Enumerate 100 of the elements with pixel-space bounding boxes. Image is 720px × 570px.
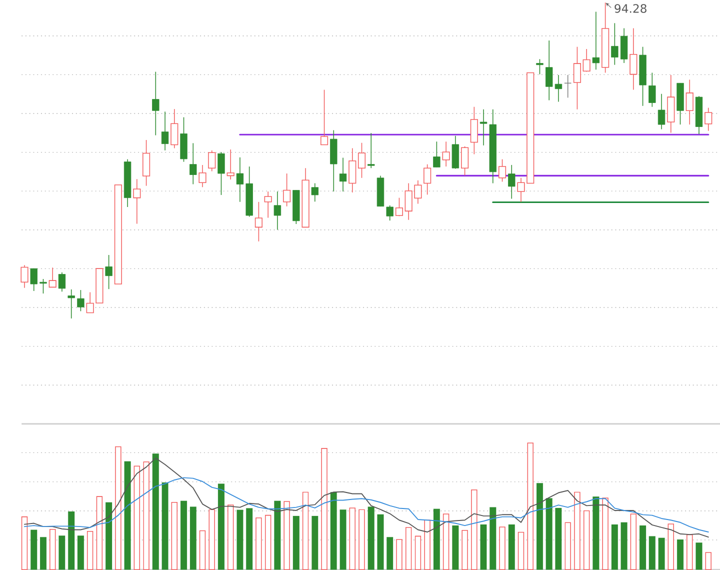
candlestick bbox=[611, 22, 618, 66]
bar bbox=[106, 502, 112, 570]
candlestick bbox=[358, 142, 366, 178]
bar bbox=[480, 524, 487, 570]
candlestick bbox=[198, 164, 206, 188]
bar bbox=[246, 508, 253, 570]
bar bbox=[358, 509, 365, 570]
candlestick bbox=[190, 142, 197, 184]
candlestick bbox=[77, 289, 84, 312]
candlestick bbox=[30, 268, 38, 292]
candlestick bbox=[546, 40, 553, 100]
candlestick bbox=[498, 158, 506, 182]
candlestick bbox=[573, 46, 581, 110]
candlestick bbox=[658, 93, 666, 130]
candlestick bbox=[339, 157, 347, 192]
candlestick bbox=[536, 58, 544, 75]
candlestick bbox=[20, 264, 28, 288]
candlestick bbox=[424, 164, 432, 195]
bar bbox=[462, 530, 468, 570]
candlestick bbox=[311, 182, 318, 202]
bar bbox=[236, 510, 244, 570]
candlestick bbox=[508, 164, 516, 199]
candlestick bbox=[395, 197, 404, 216]
bar bbox=[30, 530, 38, 570]
bar bbox=[546, 498, 552, 570]
bar bbox=[58, 535, 66, 570]
candlestick bbox=[630, 28, 638, 90]
candlestick bbox=[236, 156, 244, 202]
bar bbox=[40, 536, 46, 570]
bar bbox=[490, 506, 496, 570]
candlestick bbox=[274, 190, 282, 230]
candlestick bbox=[161, 111, 169, 151]
candlestick bbox=[254, 201, 262, 242]
bar bbox=[86, 530, 94, 570]
bar bbox=[536, 482, 543, 570]
candlestick bbox=[283, 172, 291, 207]
candlestick bbox=[142, 139, 150, 186]
candlestick bbox=[592, 11, 600, 70]
candlestick bbox=[461, 146, 469, 176]
bar bbox=[414, 536, 422, 570]
candlestick bbox=[442, 141, 450, 167]
candlestick bbox=[348, 148, 356, 193]
candlestick bbox=[58, 272, 66, 292]
bar bbox=[180, 500, 188, 570]
candlestick bbox=[433, 141, 440, 168]
candlestick bbox=[386, 204, 394, 221]
candlestick bbox=[48, 267, 56, 288]
bar bbox=[218, 484, 224, 570]
candlestick bbox=[264, 190, 272, 218]
bar bbox=[648, 536, 656, 570]
bar bbox=[508, 524, 515, 570]
candlestick bbox=[480, 108, 488, 146]
annotation: 94.28 bbox=[614, 4, 646, 13]
bar bbox=[162, 482, 168, 570]
candlestick bbox=[152, 71, 160, 136]
candlestick bbox=[133, 178, 141, 224]
candlestick bbox=[218, 151, 225, 196]
candlestick bbox=[620, 28, 628, 64]
candlestick bbox=[704, 107, 712, 132]
bar bbox=[77, 535, 84, 570]
bar bbox=[312, 516, 318, 570]
candlestick bbox=[208, 150, 216, 172]
candlestick bbox=[554, 74, 562, 102]
candlestick bbox=[470, 106, 478, 154]
bar bbox=[256, 517, 262, 570]
candlestick bbox=[226, 148, 234, 180]
bar bbox=[640, 525, 646, 570]
bar bbox=[377, 514, 384, 570]
bar bbox=[208, 509, 215, 570]
bar bbox=[115, 446, 122, 570]
bar bbox=[134, 466, 140, 570]
bar bbox=[583, 510, 590, 570]
bar bbox=[124, 461, 131, 570]
candlestick bbox=[105, 254, 112, 290]
bar bbox=[433, 508, 440, 570]
bar bbox=[274, 500, 281, 570]
bar bbox=[452, 525, 459, 570]
candlestick bbox=[68, 288, 75, 319]
bar bbox=[705, 552, 712, 570]
candlestick bbox=[452, 135, 460, 169]
bar bbox=[405, 526, 412, 570]
bar bbox=[68, 511, 75, 570]
candlestick bbox=[648, 72, 656, 108]
bar bbox=[527, 442, 534, 570]
candlestick bbox=[170, 108, 178, 148]
candlestick bbox=[686, 79, 694, 125]
bar bbox=[620, 522, 628, 570]
bar bbox=[602, 497, 608, 570]
bar bbox=[386, 536, 394, 570]
bar bbox=[152, 453, 159, 570]
bar bbox=[190, 506, 196, 570]
bar bbox=[630, 513, 637, 570]
candlestick bbox=[40, 278, 47, 294]
candlestick bbox=[368, 132, 375, 168]
bar bbox=[292, 516, 300, 570]
candlestick bbox=[582, 48, 590, 72]
bar bbox=[555, 508, 562, 570]
bar bbox=[368, 506, 374, 570]
candlestick bbox=[320, 89, 328, 145]
bar bbox=[658, 538, 665, 570]
